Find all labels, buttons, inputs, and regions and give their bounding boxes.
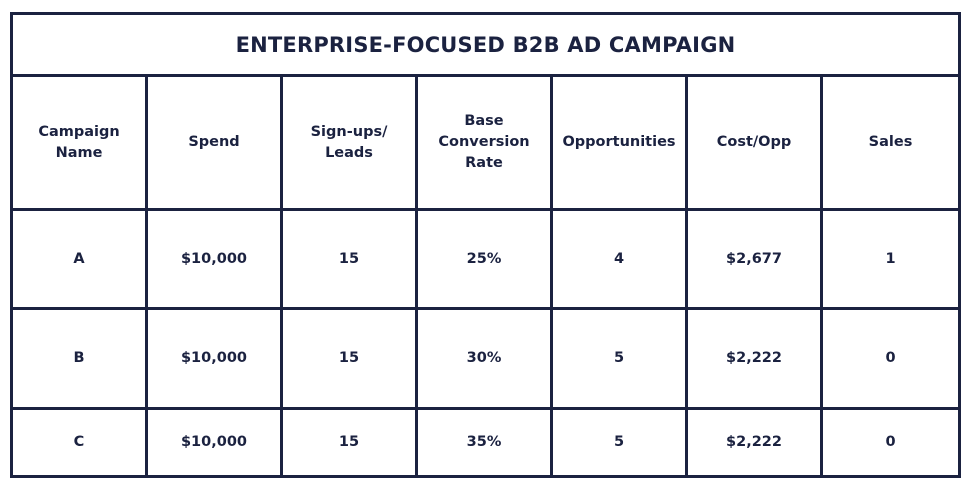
header-sales: Sales xyxy=(819,74,962,212)
cell-campaign-name: B xyxy=(10,307,148,410)
cell-sales: 1 xyxy=(819,208,962,311)
cell-base-conversion-rate: 30% xyxy=(415,307,553,410)
cell-cost-per-opp: $2,222 xyxy=(685,406,823,479)
cell-signups-leads: 15 xyxy=(280,208,418,311)
cell-base-conversion-rate: 25% xyxy=(415,208,553,311)
cell-base-conversion-rate: 35% xyxy=(415,406,553,479)
header-text: Name xyxy=(55,144,103,161)
table-title: ENTERPRISE-FOCUSED B2B AD CAMPAIGN xyxy=(9,11,962,78)
header-text: Rate xyxy=(465,155,503,172)
header-signups-leads: Sign-ups/ Leads xyxy=(280,74,418,212)
header-text: Conversion xyxy=(438,134,530,151)
header-row: Campaign Name Spend Sign-ups/ Leads Base… xyxy=(10,74,962,212)
cell-signups-leads: 15 xyxy=(280,406,418,479)
table-row: A $10,000 15 25% 4 $2,677 1 xyxy=(10,208,962,311)
cell-sales: 0 xyxy=(819,406,962,479)
header-campaign-name: Campaign Name xyxy=(10,74,148,212)
cell-campaign-name: A xyxy=(10,208,148,311)
cell-opportunities: 5 xyxy=(550,307,688,410)
campaign-table-frame: ENTERPRISE-FOCUSED B2B AD CAMPAIGN Campa… xyxy=(9,11,962,479)
cell-spend: $10,000 xyxy=(145,208,283,311)
header-text: Leads xyxy=(325,144,373,161)
table-row: B $10,000 15 30% 5 $2,222 0 xyxy=(10,307,962,410)
header-text: Spend xyxy=(188,134,240,151)
header-spend: Spend xyxy=(145,74,283,212)
cell-spend: $10,000 xyxy=(145,307,283,410)
table-row: C $10,000 15 35% 5 $2,222 0 xyxy=(10,406,962,479)
campaign-table: ENTERPRISE-FOCUSED B2B AD CAMPAIGN Campa… xyxy=(9,11,962,479)
header-text: Sales xyxy=(868,134,913,151)
cell-opportunities: 4 xyxy=(550,208,688,311)
header-text: Sign-ups/ xyxy=(310,123,388,140)
cell-campaign-name: C xyxy=(10,406,148,479)
title-row: ENTERPRISE-FOCUSED B2B AD CAMPAIGN xyxy=(9,11,962,78)
header-text: Cost/Opp xyxy=(716,134,792,151)
header-opportunities: Opportunities xyxy=(550,74,688,212)
cell-cost-per-opp: $2,222 xyxy=(685,307,823,410)
cell-signups-leads: 15 xyxy=(280,307,418,410)
cell-cost-per-opp: $2,677 xyxy=(685,208,823,311)
cell-opportunities: 5 xyxy=(550,406,688,479)
header-text: Campaign xyxy=(38,123,120,140)
header-text: Opportunities xyxy=(562,134,676,151)
cell-spend: $10,000 xyxy=(145,406,283,479)
cell-sales: 0 xyxy=(819,307,962,410)
header-text: Base xyxy=(464,113,504,130)
header-base-conversion-rate: Base Conversion Rate xyxy=(415,74,553,212)
header-cost-per-opp: Cost/Opp xyxy=(685,74,823,212)
